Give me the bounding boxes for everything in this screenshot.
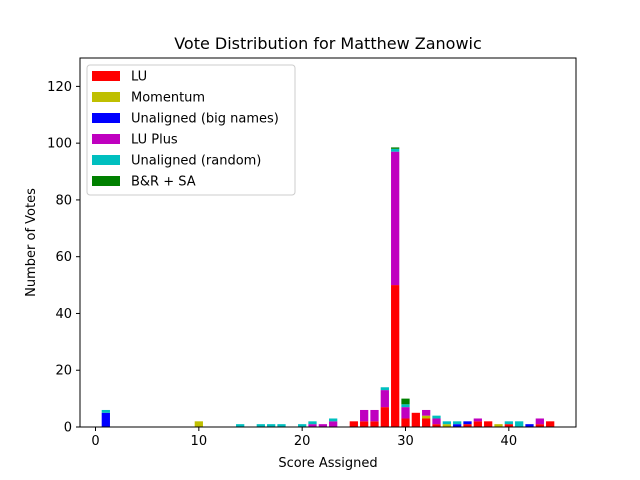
x-tick-label: 40 — [501, 434, 518, 449]
bar-unaligned-random--score-30 — [401, 404, 410, 408]
bar-lu-plus-score-30 — [401, 407, 410, 419]
bar-lu-plus-score-22 — [318, 424, 327, 427]
bar-unaligned-random--score-23 — [329, 418, 338, 422]
y-tick-label: 100 — [47, 137, 72, 152]
bar-lu-plus-score-37 — [473, 418, 482, 422]
bar-unaligned-random--score-33 — [432, 415, 441, 419]
bar-lu-score-28 — [380, 407, 389, 427]
chart-title: Vote Distribution for Matthew Zanowic — [174, 34, 482, 53]
bar-unaligned-random--score-17 — [267, 424, 276, 427]
bar-unaligned-random--score-40 — [504, 421, 513, 425]
y-tick-label: 0 — [64, 421, 72, 436]
legend-label: Momentum — [131, 91, 205, 106]
y-tick-label: 60 — [55, 250, 72, 265]
plot-frame — [79, 57, 577, 428]
x-tick-label: 10 — [191, 434, 208, 449]
legend-label: LU — [131, 70, 147, 85]
legend-swatch — [92, 134, 120, 144]
bar-lu-plus-score-28 — [380, 390, 389, 408]
bar-unaligned-big-names--score-42 — [525, 424, 534, 427]
legend-swatch — [92, 176, 120, 186]
x-tick-label: 0 — [91, 434, 99, 449]
bar-lu-plus-score-23 — [329, 421, 338, 427]
bar-unaligned-random--score-29 — [391, 148, 400, 152]
bar-lu-score-29 — [391, 285, 400, 427]
bar-lu-score-40 — [504, 424, 513, 427]
bar-unaligned-random--score-1 — [101, 409, 110, 413]
bar-lu-score-33 — [432, 424, 441, 427]
x-axis-title: Score Assigned — [278, 456, 377, 471]
legend-frame — [86, 64, 296, 196]
bar-lu-score-26 — [360, 421, 369, 427]
legend-label: LU Plus — [131, 133, 178, 148]
bar-unaligned-random--score-41 — [515, 421, 524, 427]
bar-unaligned-big-names--score-1 — [101, 412, 110, 427]
x-tick-label: 20 — [294, 434, 311, 449]
bar-unaligned-random--score-34 — [442, 421, 451, 425]
bar-unaligned-big-names--score-36 — [463, 421, 472, 425]
bar-b-r-sa-score-29 — [391, 147, 400, 149]
legend-label: B&R + SA — [131, 175, 196, 190]
bar-lu-plus-score-33 — [432, 418, 441, 425]
bar-b-r-sa-score-30 — [401, 398, 410, 405]
legend-label: Unaligned (big names) — [131, 112, 279, 127]
bar-unaligned-random--score-16 — [256, 424, 265, 427]
bar-lu-score-38 — [484, 421, 493, 427]
bar-unaligned-big-names--score-35 — [453, 424, 462, 427]
x-axis-ticks: 0 10 20 30 40 — [91, 427, 517, 449]
y-axis-title: Number of Votes — [24, 188, 39, 297]
bar-lu-plus-score-32 — [422, 409, 431, 416]
y-tick-label: 80 — [55, 193, 72, 208]
bar-unaligned-random--score-14 — [236, 424, 245, 427]
bar-lu-score-44 — [546, 421, 555, 427]
bar-lu-score-31 — [411, 412, 420, 427]
bar-unaligned-random--score-20 — [298, 424, 307, 427]
bar-lu-plus-score-43 — [535, 418, 544, 425]
bar-unaligned-random--score-18 — [277, 424, 286, 427]
legend-label: Unaligned (random) — [131, 154, 261, 169]
y-tick-label: 20 — [55, 364, 72, 379]
y-axis-ticks: 0 20 40 60 80 100 120 — [47, 80, 80, 436]
y-tick-label: 120 — [47, 80, 72, 95]
bar-lu-score-36 — [463, 424, 472, 427]
bar-lu-plus-score-21 — [308, 424, 317, 427]
bar-lu-score-37 — [473, 421, 482, 427]
bar-lu-score-43 — [535, 424, 544, 427]
legend: LU Momentum Unaligned (big names) LU Plus Un… — [86, 64, 296, 196]
bar-lu-score-27 — [370, 421, 379, 427]
bar-unaligned-random--score-28 — [380, 387, 389, 391]
y-tick-label: 40 — [55, 307, 72, 322]
bar-lu-plus-score-29 — [391, 151, 400, 286]
bar-lu-score-30 — [401, 418, 410, 427]
bar-lu-plus-score-27 — [370, 409, 379, 422]
bar-lu-score-32 — [422, 418, 431, 427]
bar-unaligned-random--score-21 — [308, 421, 317, 425]
bar-momentum-score-34 — [442, 424, 451, 427]
bar-momentum-score-39 — [494, 424, 503, 427]
bars-layer — [101, 147, 555, 427]
bar-lu-score-25 — [349, 421, 358, 427]
bar-momentum-score-10 — [194, 421, 203, 427]
legend-swatch — [92, 92, 120, 102]
bar-lu-plus-score-26 — [360, 409, 369, 422]
x-tick-label: 30 — [397, 434, 414, 449]
bar-momentum-score-32 — [422, 415, 431, 419]
bar-unaligned-random--score-35 — [453, 421, 462, 425]
legend-swatch — [92, 155, 120, 165]
legend-swatch — [92, 71, 120, 81]
legend-swatch — [92, 113, 120, 123]
